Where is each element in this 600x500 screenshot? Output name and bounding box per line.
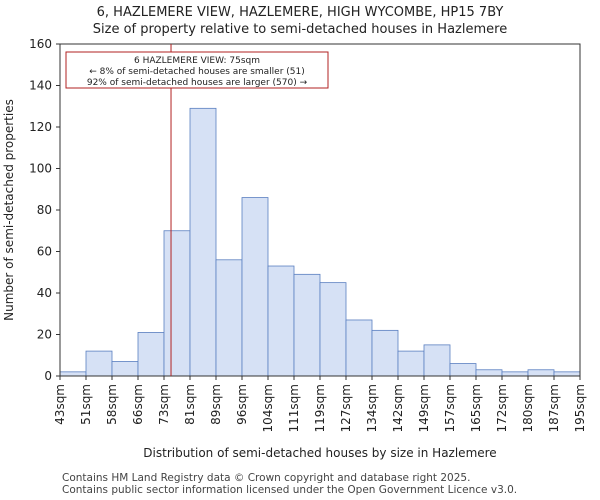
y-tick-label: 120: [29, 120, 52, 134]
bar-180sqm: [527, 369, 555, 377]
x-tick-label: 111sqm: [287, 384, 301, 432]
x-tick-label: 165sqm: [469, 384, 483, 432]
bar-119sqm: [319, 282, 347, 377]
bar-134sqm: [371, 329, 399, 377]
x-tick-label: 89sqm: [209, 384, 223, 425]
bar-73sqm: [163, 230, 191, 377]
annotation-line1: 6 HAZLEMERE VIEW: 75sqm: [134, 56, 260, 66]
y-tick-label: 20: [37, 328, 52, 342]
bar-165sqm: [475, 369, 503, 377]
y-tick-label: 160: [29, 37, 52, 51]
x-tick-label: 187sqm: [547, 384, 561, 432]
y-tick-label: 60: [37, 245, 52, 259]
footer-line1: Contains HM Land Registry data © Crown c…: [62, 472, 471, 484]
x-tick-label: 58sqm: [105, 384, 119, 425]
y-tick-label: 100: [29, 162, 52, 176]
y-axis-ticks: 0 20 40 60 80 100 120 140 160: [29, 37, 60, 383]
x-tick-label: 180sqm: [521, 384, 535, 432]
annotation-box: 6 HAZLEMERE VIEW: 75sqm ← 8% of semi-det…: [65, 51, 329, 89]
bar-104sqm: [267, 265, 295, 377]
x-tick-label: 119sqm: [313, 384, 327, 432]
x-axis-ticks: 43sqm 51sqm 58sqm 66sqm 73sqm 81sqm 89sqm 96sqm…: [53, 376, 587, 432]
x-tick-label: 51sqm: [79, 384, 93, 425]
bar-157sqm: [449, 363, 477, 377]
bar-51sqm: [85, 350, 113, 377]
x-tick-label: 43sqm: [53, 384, 67, 425]
plot-frame: [59, 43, 581, 377]
footer-line2: Contains public sector information licen…: [62, 484, 518, 496]
x-tick-label: 73sqm: [157, 384, 171, 425]
x-tick-label: 81sqm: [183, 384, 197, 425]
bar-81sqm: [189, 107, 217, 377]
x-tick-label: 134sqm: [365, 384, 379, 432]
x-tick-label: 195sqm: [573, 384, 587, 432]
x-tick-label: 66sqm: [131, 384, 145, 425]
bar-142sqm: [397, 350, 425, 377]
bar-111sqm: [293, 273, 321, 377]
bar-96sqm: [241, 197, 269, 377]
y-tick-label: 0: [44, 369, 52, 383]
bar-127sqm: [345, 319, 373, 377]
chart-title-line2: Size of property relative to semi-detach…: [92, 22, 508, 37]
x-tick-label: 127sqm: [339, 384, 353, 432]
annotation-line2: ← 8% of semi-detached houses are smaller…: [89, 67, 305, 77]
y-tick-label: 40: [37, 286, 52, 300]
y-axis-label: Number of semi-detached properties: [2, 99, 16, 321]
bar-89sqm: [215, 259, 243, 377]
x-axis-label: Distribution of semi-detached houses by …: [143, 446, 496, 460]
bar-58sqm: [111, 361, 139, 377]
x-tick-label: 149sqm: [417, 384, 431, 432]
bar-187sqm: [553, 371, 581, 377]
x-tick-label: 96sqm: [235, 384, 249, 425]
bars-group: [59, 107, 581, 377]
y-tick-label: 80: [37, 203, 52, 217]
bar-149sqm: [423, 344, 451, 377]
bar-66sqm: [137, 332, 165, 377]
y-tick-label: 140: [29, 79, 52, 93]
chart-title-line1: 6, HAZLEMERE VIEW, HAZLEMERE, HIGH WYCOM…: [96, 5, 504, 20]
x-tick-label: 142sqm: [391, 384, 405, 432]
x-tick-label: 104sqm: [261, 384, 275, 432]
bar-172sqm: [501, 371, 529, 377]
x-tick-label: 172sqm: [495, 384, 509, 432]
annotation-line3: 92% of semi-detached houses are larger (…: [87, 78, 308, 88]
x-tick-label: 157sqm: [443, 384, 457, 432]
bar-43sqm: [59, 371, 87, 377]
